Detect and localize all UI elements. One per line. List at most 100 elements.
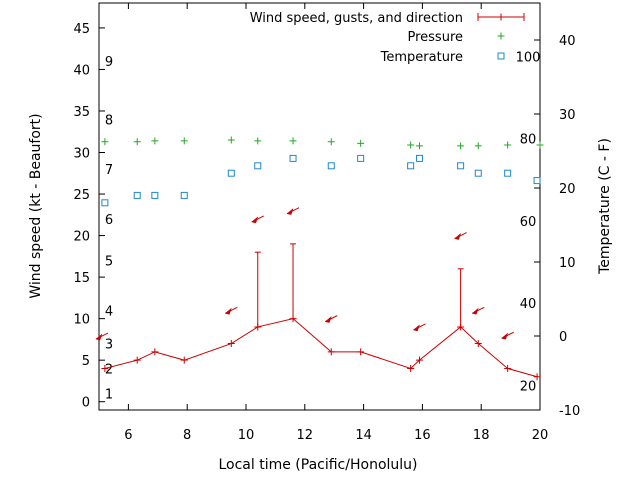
legend-sample-wind-mark — [497, 13, 505, 21]
legend-label-wind: Wind speed, gusts, and direction — [250, 11, 463, 26]
beaufort-label: 9 — [105, 55, 113, 70]
x-tick-label: 10 — [238, 428, 255, 443]
temperature-point — [407, 162, 415, 170]
pressure-point — [180, 137, 188, 145]
temperature-point — [457, 162, 465, 170]
wind-speed-point — [180, 356, 188, 364]
y-left-tick-label: 10 — [73, 313, 90, 328]
wind-direction-arrowhead — [454, 232, 462, 240]
y-left-tick-label: 0 — [82, 396, 90, 411]
y-left-tick-label: 30 — [73, 147, 90, 162]
y-right-tick-label: 40 — [559, 34, 576, 49]
wind-direction-arrowhead — [286, 207, 294, 215]
wind-speed-point — [151, 348, 159, 356]
beaufort-label: 5 — [105, 254, 113, 269]
pressure-point — [227, 136, 235, 144]
beaufort-label: 2 — [105, 362, 113, 377]
wind-direction-arrowhead — [324, 315, 332, 323]
y-left-tick-label: 20 — [73, 230, 90, 245]
wind-speed-point — [357, 348, 365, 356]
wind-direction-arrowhead — [95, 333, 103, 341]
wind-direction-arrowhead — [251, 216, 259, 224]
fahrenheit-label: 60 — [520, 215, 537, 230]
pressure-point — [327, 138, 335, 146]
temperature-point — [254, 162, 262, 170]
pressure-point — [357, 139, 365, 147]
pressure-point — [101, 138, 109, 146]
y-right-tick-label: -10 — [559, 404, 580, 419]
beaufort-label: 1 — [105, 387, 113, 402]
legend-label-temperature: Temperature — [380, 50, 463, 65]
legend-sample-temperature — [497, 52, 505, 60]
pressure-point — [407, 141, 415, 149]
wind-speed-point — [533, 373, 541, 381]
temperature-point — [504, 169, 512, 177]
fahrenheit-label: 40 — [520, 297, 537, 312]
pressure-point — [536, 141, 544, 149]
pressure-point — [254, 137, 262, 145]
wind-speed-point — [407, 364, 415, 372]
plot-frame — [98, 2, 541, 411]
pressure-point — [504, 141, 512, 149]
x-tick-label: 16 — [414, 428, 431, 443]
beaufort-label: 8 — [105, 113, 113, 128]
y-axis-right-label: Temperature (C - F) — [597, 138, 613, 275]
wind-direction-arrowhead — [224, 307, 232, 315]
temperature-point — [357, 154, 365, 162]
temperature-point — [133, 191, 141, 199]
wind-direction-arrowhead — [412, 324, 420, 332]
pressure-point — [289, 137, 297, 145]
fahrenheit-label: 20 — [520, 379, 537, 394]
y-axis-left-label: Wind speed (kt - Beaufort) — [28, 113, 44, 298]
x-tick-label: 20 — [532, 428, 549, 443]
legend-sample-pressure — [497, 32, 505, 40]
pressure-point — [133, 138, 141, 146]
wind-direction-arrowhead — [471, 307, 479, 315]
wind-speed-point — [327, 348, 335, 356]
temperature-point — [533, 177, 541, 185]
wind-direction-arrowhead — [501, 332, 509, 340]
beaufort-label: 7 — [105, 163, 113, 178]
x-tick-label: 8 — [183, 428, 191, 443]
x-tick-label: 14 — [355, 428, 372, 443]
wind-speed-point — [227, 340, 235, 348]
temperature-point — [415, 154, 423, 162]
x-tick-label: 6 — [124, 428, 132, 443]
beaufort-label: 4 — [105, 304, 113, 319]
temperature-point — [101, 199, 109, 207]
temperature-point — [227, 169, 235, 177]
beaufort-label: 6 — [105, 213, 113, 228]
pressure-point — [151, 137, 159, 145]
wind-speed-point — [133, 356, 141, 364]
x-tick-label: 12 — [297, 428, 314, 443]
wind-speed-line — [104, 318, 538, 378]
temperature-point — [327, 162, 335, 170]
wind-speed-point — [474, 340, 482, 348]
y-left-tick-label: 35 — [73, 105, 90, 120]
temperature-point — [289, 154, 297, 162]
plot-layer — [95, 136, 544, 381]
y-right-tick-label: 20 — [559, 182, 576, 197]
y-right-tick-label: 10 — [559, 256, 576, 271]
wind-speed-point — [101, 364, 109, 372]
wind-speed-point — [504, 364, 512, 372]
y-right-tick-label: 30 — [559, 108, 576, 123]
y-left-tick-label: 15 — [73, 271, 90, 286]
pressure-point — [474, 142, 482, 150]
legend-label-pressure: Pressure — [407, 30, 463, 45]
beaufort-label: 3 — [105, 338, 113, 353]
temperature-point — [474, 169, 482, 177]
fahrenheit-label: 80 — [520, 133, 537, 148]
pressure-point — [457, 142, 465, 150]
y-left-tick-label: 40 — [73, 63, 90, 78]
wind-speed-point — [415, 356, 423, 364]
axes-layer: 6 8 10 12 14 16 18 20051015202530354045-1001020… — [73, 2, 580, 443]
x-axis-label: Local time (Pacific/Honolulu) — [218, 457, 417, 473]
y-left-tick-label: 25 — [73, 188, 90, 203]
fahrenheit-label: 100 — [516, 50, 541, 65]
temperature-point — [180, 191, 188, 199]
y-left-tick-label: 5 — [82, 354, 90, 369]
x-tick-label: 18 — [473, 428, 490, 443]
temperature-point — [151, 191, 159, 199]
